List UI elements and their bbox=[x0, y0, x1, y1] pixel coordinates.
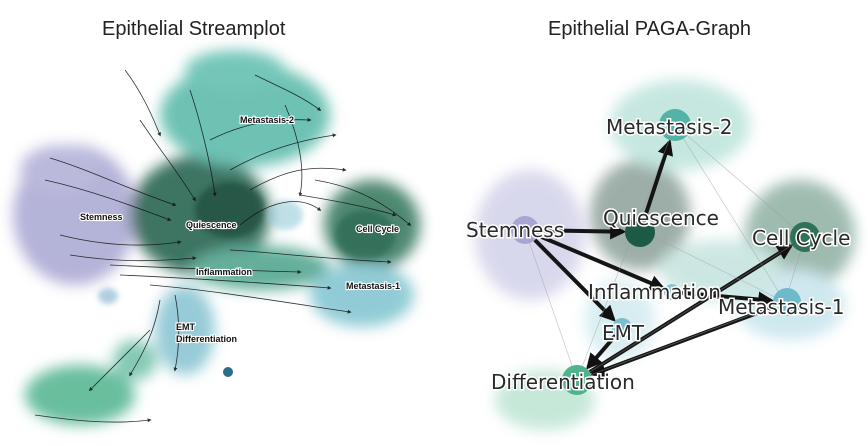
emt-label: EMT bbox=[176, 322, 196, 332]
paga-nodes bbox=[511, 109, 820, 395]
paga-node-differentiation bbox=[562, 365, 592, 395]
metastasis1-cluster bbox=[310, 263, 414, 327]
isolated-cell-dot bbox=[223, 367, 233, 377]
paga-label-cell-cycle: Cell Cycle bbox=[752, 226, 850, 250]
paga-labels: Metastasis-2 Quiescence Stemness Cell Cycle… bbox=[465, 114, 852, 396]
paga-graph-panel: Metastasis-2 Quiescence Stemness Cell Cycle… bbox=[465, 80, 855, 430]
differentiation-label: Differentiation bbox=[176, 334, 237, 344]
paga-node-inflammation bbox=[664, 284, 680, 300]
cell-clouds-detail bbox=[98, 182, 395, 304]
differentiation-cluster bbox=[25, 365, 135, 425]
paga-node-metastasis2 bbox=[659, 109, 691, 141]
paga-thin-web bbox=[524, 124, 806, 381]
paga-label-metastasis1: Metastasis-1 bbox=[718, 295, 845, 319]
cell-cycle-label: Cell Cycle bbox=[356, 224, 399, 234]
stream-lines bbox=[34, 69, 412, 423]
emt-cluster bbox=[155, 285, 215, 375]
metastasis2-label: Metastasis-2 bbox=[240, 115, 294, 125]
paga-edge-quiescence-to-metastasis2 bbox=[642, 139, 674, 219]
inflammation-cluster bbox=[190, 246, 330, 290]
paga-label-quiescence: Quiescence bbox=[603, 206, 719, 230]
paga-node-cell-cycle bbox=[790, 222, 820, 252]
paga-graph-title: Epithelial PAGA-Graph bbox=[548, 18, 752, 40]
streamplot-title: Epithelial Streamplot bbox=[102, 18, 286, 40]
metastasis1-label: Metastasis-1 bbox=[346, 281, 400, 291]
metastasis2-cluster bbox=[160, 63, 330, 167]
paga-edge-emt-to-differentiation bbox=[586, 334, 617, 370]
stemness-label: Stemness bbox=[80, 212, 123, 222]
paga-label-metastasis2: Metastasis-2 bbox=[606, 115, 733, 139]
quiescence-label: Quiescence bbox=[186, 220, 237, 230]
paga-label-stemness: Stemness bbox=[466, 218, 564, 242]
paga-node-emt bbox=[612, 318, 632, 338]
paga-node-quiescence bbox=[625, 217, 655, 247]
paga-edge-stemness-to-quiescence bbox=[538, 223, 627, 240]
stemness-cluster-top bbox=[20, 145, 100, 195]
streamplot-panel: Stemness Quiescence Metastasis-2 Cell Cy… bbox=[13, 50, 420, 425]
differentiation-stem bbox=[113, 340, 157, 380]
paga-node-stemness bbox=[511, 216, 539, 244]
metastasis2-cluster-top bbox=[185, 50, 285, 90]
paga-label-emt: EMT bbox=[602, 321, 645, 345]
paga-node-metastasis1 bbox=[773, 288, 801, 316]
paga-edge-stemness-to-inflammation bbox=[537, 233, 666, 291]
paga-label-inflammation: Inflammation bbox=[588, 280, 721, 304]
paga-edge-inflammation-to-metastasis1 bbox=[679, 290, 775, 308]
inflammation-label: Inflammation bbox=[196, 267, 252, 277]
paga-label-differentiation: Differentiation bbox=[491, 370, 635, 394]
paga-edge-stemness-to-emt bbox=[533, 238, 616, 322]
